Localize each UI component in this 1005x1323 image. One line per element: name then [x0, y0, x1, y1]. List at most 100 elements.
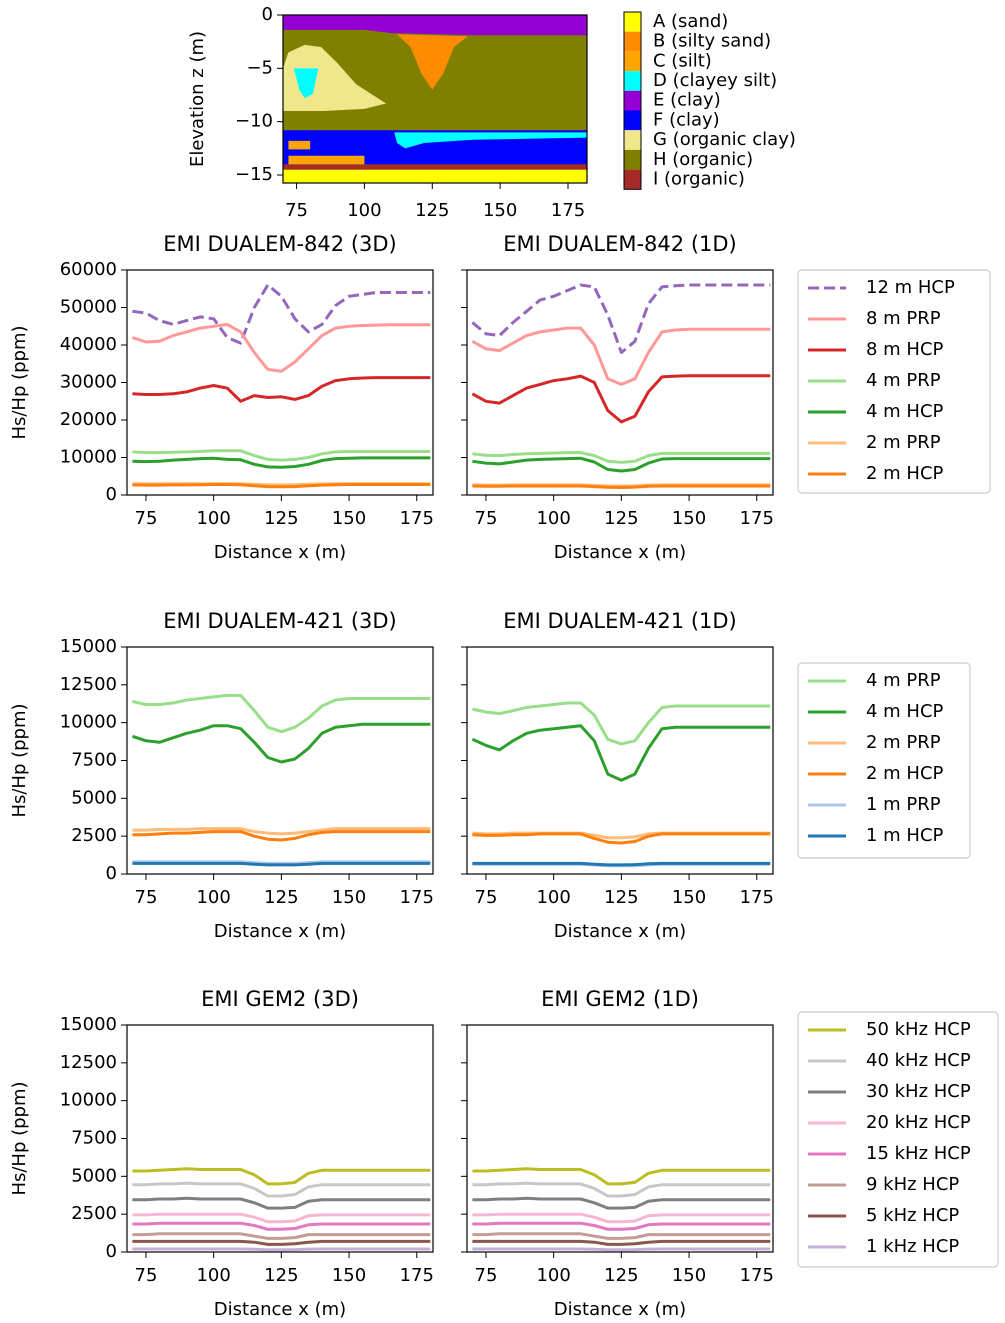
series-line — [132, 863, 430, 865]
legend-label: D (clayey silt) — [653, 70, 777, 91]
series-line — [472, 1223, 770, 1229]
series-line — [472, 1241, 770, 1244]
legend-label: C (silt) — [653, 50, 712, 71]
y-tick-label: 10000 — [60, 447, 117, 468]
axes-frame — [127, 1025, 433, 1252]
x-tick-label: 125 — [415, 200, 449, 221]
panel-title: EMI DUALEM-842 (1D) — [503, 232, 737, 256]
legend-label: 4 m HCP — [866, 701, 944, 722]
legend-label: 50 kHz HCP — [866, 1019, 971, 1040]
x-tick-label: 100 — [196, 508, 230, 529]
x-tick-label: 75 — [285, 200, 308, 221]
y-tick-label: 15000 — [60, 1014, 117, 1035]
x-tick-label: 175 — [400, 508, 434, 529]
series-line — [132, 1223, 430, 1229]
y-tick-label: 7500 — [71, 1128, 117, 1149]
legend-label: 12 m HCP — [866, 277, 955, 298]
y-tick-label: 40000 — [60, 334, 117, 355]
series-line — [132, 1234, 430, 1239]
x-tick-label: 100 — [536, 508, 570, 529]
legend-swatch — [624, 51, 641, 71]
x-tick-label: 125 — [264, 887, 298, 908]
legend-label: 1 m PRP — [866, 794, 941, 815]
y-tick-label: 5000 — [71, 1165, 117, 1186]
x-axis-label: Distance x (m) — [554, 542, 686, 563]
legend-label: 1 kHz HCP — [866, 1236, 959, 1257]
series-line — [472, 863, 770, 865]
y-tick-label: 12500 — [60, 674, 117, 695]
legend-swatch — [624, 32, 641, 52]
x-tick-label: 125 — [264, 1265, 298, 1286]
legend-label: 2 m HCP — [866, 763, 944, 784]
y-tick-label: 2500 — [71, 1203, 117, 1224]
legend-label: 4 m HCP — [866, 401, 944, 422]
series-line — [472, 1198, 770, 1208]
series-line — [472, 486, 770, 488]
x-axis-label: Distance x (m) — [214, 1299, 346, 1320]
legend-label: 15 kHz HCP — [866, 1143, 971, 1164]
axes-frame — [467, 647, 773, 874]
legend-swatch — [624, 150, 641, 170]
x-tick-label: 175 — [400, 1265, 434, 1286]
y-tick-label: 10000 — [60, 712, 117, 733]
y-tick-label: −15 — [235, 164, 273, 185]
x-tick-label: 125 — [604, 508, 638, 529]
legend-label: 5 kHz HCP — [866, 1205, 959, 1226]
x-tick-label: 175 — [551, 200, 585, 221]
x-axis-label: Distance x (m) — [214, 542, 346, 563]
y-tick-label: 12500 — [60, 1052, 117, 1073]
x-tick-label: 175 — [740, 1265, 774, 1286]
panel-title: EMI DUALEM-842 (3D) — [163, 232, 397, 256]
legend-label: A (sand) — [653, 11, 728, 32]
y-tick-label: 50000 — [60, 297, 117, 318]
x-tick-label: 100 — [536, 1265, 570, 1286]
series-line — [132, 1198, 430, 1208]
legend-label: 9 kHz HCP — [866, 1174, 959, 1195]
series-line — [132, 378, 430, 402]
x-tick-label: 175 — [740, 887, 774, 908]
series-line — [132, 1214, 430, 1222]
x-tick-label: 150 — [672, 887, 706, 908]
y-tick-label: 0 — [262, 4, 273, 25]
y-axis-label: Hs/Hp (ppm) — [9, 325, 30, 439]
series-line — [132, 724, 430, 762]
x-tick-label: 75 — [135, 1265, 158, 1286]
series-line — [472, 1249, 770, 1250]
y-axis-label: Hs/Hp (ppm) — [9, 703, 30, 817]
y-tick-label: 0 — [106, 863, 117, 884]
series-line — [132, 695, 430, 731]
y-tick-label: 60000 — [60, 259, 117, 280]
series-line — [472, 458, 770, 471]
series-line — [472, 1234, 770, 1239]
legend-label: B (silty sand) — [653, 31, 771, 52]
x-tick-label: 100 — [347, 200, 381, 221]
x-tick-label: 150 — [672, 508, 706, 529]
series-line — [472, 726, 770, 781]
legend-swatch — [624, 91, 641, 111]
x-tick-label: 75 — [475, 1265, 498, 1286]
series-line — [132, 1249, 430, 1250]
legend-label: 1 m HCP — [866, 825, 944, 846]
legend-label: I (organic) — [653, 168, 745, 189]
legend-swatch — [624, 111, 641, 131]
x-tick-label: 150 — [332, 508, 366, 529]
y-tick-label: 5000 — [71, 787, 117, 808]
series-line — [132, 324, 430, 371]
legend-label: 30 kHz HCP — [866, 1081, 971, 1102]
legend-label: 8 m HCP — [866, 339, 944, 360]
y-axis-label: Elevation z (m) — [187, 31, 208, 167]
panel-title: EMI DUALEM-421 (1D) — [503, 609, 737, 633]
y-tick-label: 7500 — [71, 750, 117, 771]
panel-title: EMI DUALEM-421 (3D) — [163, 609, 397, 633]
legend-label: 4 m PRP — [866, 370, 941, 391]
y-tick-label: −10 — [235, 111, 273, 132]
legend-label: 4 m PRP — [866, 670, 941, 691]
x-tick-label: 100 — [536, 887, 570, 908]
x-axis-label: Distance x (m) — [554, 921, 686, 942]
panel-title: EMI GEM2 (3D) — [201, 987, 359, 1011]
legend-label: F (clay) — [653, 109, 720, 130]
legend-label: 8 m PRP — [866, 308, 941, 329]
legend-label: 2 m PRP — [866, 732, 941, 753]
x-tick-label: 100 — [196, 887, 230, 908]
legend-label: G (organic clay) — [653, 129, 796, 150]
